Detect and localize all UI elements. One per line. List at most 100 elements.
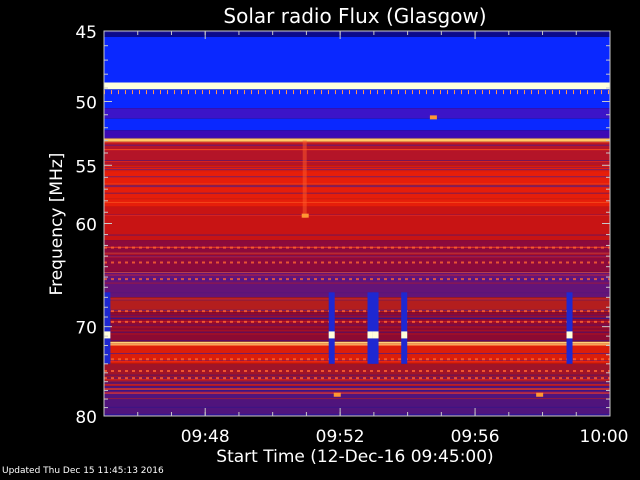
x-axis-label: Start Time (12-Dec-16 09:45:00)	[216, 447, 493, 467]
texture-line	[104, 271, 610, 273]
texture-line	[104, 414, 610, 416]
texture-line	[104, 292, 610, 294]
texture-line	[104, 274, 610, 276]
texture-line	[104, 374, 610, 376]
burst-peak	[328, 331, 335, 339]
intensity-band	[104, 31, 610, 37]
y-tick-label: 50	[75, 94, 97, 114]
texture-line	[104, 197, 610, 199]
y-tick-label: 70	[75, 319, 97, 339]
texture-line	[104, 316, 610, 318]
texture-line	[104, 379, 610, 381]
burst-peak	[566, 331, 573, 339]
texture-line	[104, 186, 610, 188]
texture-line	[104, 183, 610, 185]
texture-line	[104, 380, 610, 382]
texture-line	[104, 254, 610, 256]
burst-column	[104, 292, 111, 364]
burst-peak	[104, 331, 111, 339]
texture-line	[104, 256, 610, 258]
texture-line	[104, 331, 610, 333]
burst-peak	[401, 331, 408, 339]
intensity-band	[104, 108, 610, 119]
texture-line	[104, 144, 610, 146]
texture-line	[104, 333, 610, 335]
texture-line	[104, 384, 610, 386]
x-tick-label: 09:56	[451, 427, 500, 447]
texture-line	[104, 317, 610, 319]
intensity-band	[104, 206, 610, 241]
update-timestamp: Updated Thu Dec 15 11:45:13 2016	[2, 466, 164, 476]
y-tick-label: 80	[75, 408, 97, 428]
texture-line	[104, 390, 610, 392]
texture-line	[104, 141, 610, 143]
intensity-band	[104, 36, 610, 83]
y-tick-label: 45	[75, 23, 97, 43]
texture-line	[104, 184, 610, 186]
texture-line	[104, 330, 610, 332]
texture-line	[104, 192, 610, 194]
texture-line	[104, 353, 610, 355]
texture-line	[104, 340, 610, 342]
texture-line	[104, 383, 610, 385]
texture-line	[104, 406, 610, 408]
texture-line	[104, 149, 610, 151]
burst-streak	[302, 140, 307, 218]
intensity-band	[104, 141, 610, 166]
y-tick-label: 60	[75, 216, 97, 236]
intensity-band	[104, 82, 610, 90]
emission-spot	[429, 115, 437, 120]
x-tick-label: 10:00	[580, 427, 629, 447]
texture-line	[104, 214, 610, 216]
texture-line	[104, 360, 610, 362]
intensity-band	[104, 118, 610, 131]
emission-spot	[333, 392, 341, 397]
burst-column	[566, 292, 573, 364]
emission-spot	[301, 213, 309, 218]
texture-line	[104, 160, 610, 162]
texture-line	[104, 166, 610, 168]
texture-line	[104, 234, 610, 236]
burst-peak	[367, 331, 374, 339]
emission-spot	[536, 392, 544, 397]
intensity-band	[104, 137, 610, 142]
burst-column	[401, 292, 408, 364]
texture-line	[104, 201, 610, 203]
axis-ticks: 45 50 55 60 70 80 09:48 09:52 09:56 10:00	[75, 23, 628, 447]
texture-line	[104, 176, 610, 178]
texture-line	[104, 414, 610, 416]
texture-line	[104, 388, 610, 390]
chart-title: Solar radio Flux (Glasgow)	[223, 4, 486, 28]
texture-line	[104, 31, 610, 33]
texture-line	[104, 360, 610, 362]
texture-line	[104, 298, 610, 300]
burst-column	[328, 292, 335, 364]
burst-column	[372, 292, 379, 364]
texture-line	[104, 314, 610, 316]
intensity-band	[104, 271, 610, 298]
texture-line	[104, 170, 610, 172]
texture-line	[104, 143, 610, 145]
burst-column	[367, 292, 374, 364]
texture-line	[104, 160, 610, 162]
texture-line	[104, 31, 610, 33]
texture-line	[104, 391, 610, 393]
intensity-band	[104, 386, 610, 416]
texture-line	[104, 343, 610, 345]
texture-line	[104, 326, 610, 328]
texture-line	[104, 398, 610, 400]
burst-peak	[372, 331, 379, 339]
texture-line	[104, 344, 610, 346]
texture-line	[104, 386, 610, 388]
x-tick-label: 09:52	[316, 427, 365, 447]
plot-area	[104, 31, 610, 416]
texture-line	[104, 169, 610, 171]
y-axis-label: Frequency [MHz]	[47, 153, 67, 296]
texture-line	[104, 324, 610, 326]
intensity-band	[104, 130, 610, 138]
texture-line	[104, 184, 610, 186]
texture-line	[104, 282, 610, 284]
texture-line	[104, 252, 610, 254]
x-tick-label: 09:48	[181, 427, 230, 447]
